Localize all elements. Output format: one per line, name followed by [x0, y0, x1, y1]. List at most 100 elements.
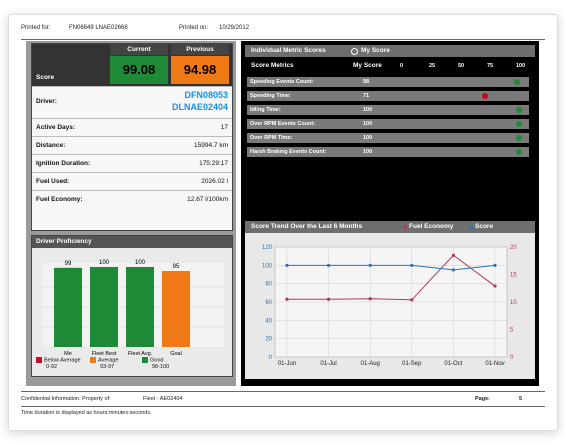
metrics-title-bar: Individual Metric Scores My Score: [245, 45, 535, 57]
printed-for-label: Printed for:: [21, 25, 51, 31]
series-point: [327, 263, 331, 267]
bar: [126, 267, 154, 347]
metric-value: 100: [363, 107, 373, 113]
trend-panel: Score Trend Over the Last 6 Months Fuel …: [245, 221, 535, 379]
left-panel: Current Previous 99.08 94.98 Score Drive…: [26, 41, 236, 386]
proficiency-bar-chart: 99 Me 100 Fleet Best 100 Fleet Avg. 95 Goal: [42, 260, 224, 357]
metric-value: 98: [363, 79, 370, 85]
metric-row: Idling Time: 100: [247, 105, 529, 115]
printed-on-value: 10/29/2012: [219, 25, 250, 31]
footer-divider-2: [21, 406, 545, 407]
scale-tick: 25: [429, 63, 436, 69]
series-point: [493, 263, 497, 267]
x-axis-tick: 01-Aug: [361, 361, 380, 367]
series-point: [410, 263, 414, 267]
stat-value: 2026.02 l: [201, 178, 228, 185]
proficiency-title: Driver Proficiency: [32, 236, 232, 248]
stat-row: Ignition Duration: 175:29:17: [32, 154, 232, 173]
metric-status-dot: [516, 135, 522, 141]
bar-value-label: 100: [135, 260, 146, 266]
legend-label: Average: [98, 357, 119, 364]
x-axis-tick: 01-Nov: [485, 361, 504, 367]
metric-status-dot: [516, 149, 522, 155]
series-point: [451, 253, 455, 257]
scale-tick: 75: [487, 63, 494, 69]
metric-value: 100: [363, 121, 373, 127]
page-number: 5: [519, 396, 523, 402]
x-axis-tick: 01-Oct: [444, 361, 462, 367]
bar-value-label: 99: [65, 261, 72, 267]
current-label: Current: [110, 44, 168, 55]
bar-value-label: 95: [173, 264, 180, 270]
metric-status-dot: [482, 93, 489, 99]
page-label: Page:: [475, 396, 490, 402]
legend-swatch: [90, 357, 96, 363]
legend-label: Good: [150, 357, 164, 364]
stat-label: Fuel Used:: [36, 178, 70, 185]
scale-tick: 100: [516, 63, 526, 69]
stat-value: 15994.7 km: [194, 142, 228, 149]
x-axis-tick: 01-Jul: [320, 361, 336, 367]
series-point: [285, 263, 289, 267]
left-axis-tick: 20: [265, 337, 272, 343]
current-score: 99.08: [110, 56, 168, 84]
score-summary: Current Previous 99.08 94.98 Score Drive…: [31, 43, 233, 231]
report-header: Printed for: FN06849 LNAE02668 Printed o…: [21, 25, 545, 37]
series-point: [451, 268, 455, 272]
trend-legend-marker: [469, 225, 473, 229]
series-point: [493, 284, 497, 288]
series-point: [410, 298, 414, 302]
trend-legend-label: Score: [475, 223, 494, 230]
series-point: [285, 297, 289, 301]
series-point: [368, 263, 372, 267]
bar-category-label: Goal: [170, 351, 182, 357]
trend-title: Score Trend Over the Last 6 Months: [251, 223, 363, 230]
driver-label: Driver:: [36, 98, 57, 105]
my-score-legend-label: My Score: [361, 47, 390, 54]
metric-value: 100: [363, 149, 373, 155]
footer-divider: [21, 391, 545, 392]
metric-label: Harsh Braking Events Count:: [250, 149, 327, 155]
left-axis-tick: 40: [265, 318, 272, 324]
score-label: Score: [36, 74, 55, 81]
stat-row: Fuel Economy: 12.67 l/100km: [32, 190, 232, 209]
metric-row: Speeding Events Count: 98: [247, 77, 529, 87]
right-panel: Individual Metric Scores My Score Score …: [241, 41, 539, 386]
left-axis-tick: 60: [265, 300, 272, 306]
bar-category-label: Fleet Avg.: [128, 351, 153, 357]
metric-status-dot: [516, 107, 522, 113]
trend-line-chart: 0 20 40 60 80 100 120 0 5 10 15 20 01-Jun 01-Jul 01-Au…: [262, 245, 517, 367]
metric-row: Over RPM Events Count: 100: [247, 119, 529, 129]
left-axis-tick: 80: [265, 282, 272, 288]
printed-for-value: FN06849 LNAE02668: [69, 25, 128, 31]
x-axis-tick: 01-Jun: [278, 361, 296, 367]
report-page: Printed for: FN06849 LNAE02668 Printed o…: [8, 14, 558, 431]
metric-label: Over RPM Time:: [250, 135, 293, 141]
stat-label: Active Days:: [36, 124, 76, 131]
legend-range: 98-100: [152, 364, 170, 371]
right-axis-tick: 0: [510, 355, 514, 361]
legend-swatch: [142, 357, 148, 363]
trend-legend-marker: [403, 225, 407, 229]
driver-id-1: DFN08053: [184, 90, 228, 100]
stat-row: Distance: 15994.7 km: [32, 136, 232, 155]
fleet-name: Fleet - AE02404: [143, 396, 183, 402]
trend-legend-label: Fuel Economy: [409, 223, 454, 230]
right-axis-tick: 10: [510, 300, 517, 306]
bar: [54, 267, 82, 347]
left-axis-tick: 120: [262, 245, 273, 251]
bar: [90, 267, 118, 347]
header-divider: [21, 39, 545, 40]
time-note: Time duration is displayed as hours:minu…: [21, 410, 152, 416]
my-score-legend-icon: [351, 48, 358, 55]
series-line: [287, 254, 496, 301]
series-line: [287, 264, 496, 271]
right-axis-tick: 5: [510, 328, 514, 334]
score-metrics-header: Score Metrics: [251, 62, 294, 69]
stat-label: Distance:: [36, 142, 66, 149]
metric-row: Over RPM Time: 100: [247, 133, 529, 143]
score-header: Current Previous 99.08 94.98 Score: [32, 44, 232, 86]
legend-range: 0-92: [46, 364, 58, 371]
metrics-title: Individual Metric Scores: [251, 47, 326, 54]
bar-category-label: Me: [64, 351, 72, 357]
